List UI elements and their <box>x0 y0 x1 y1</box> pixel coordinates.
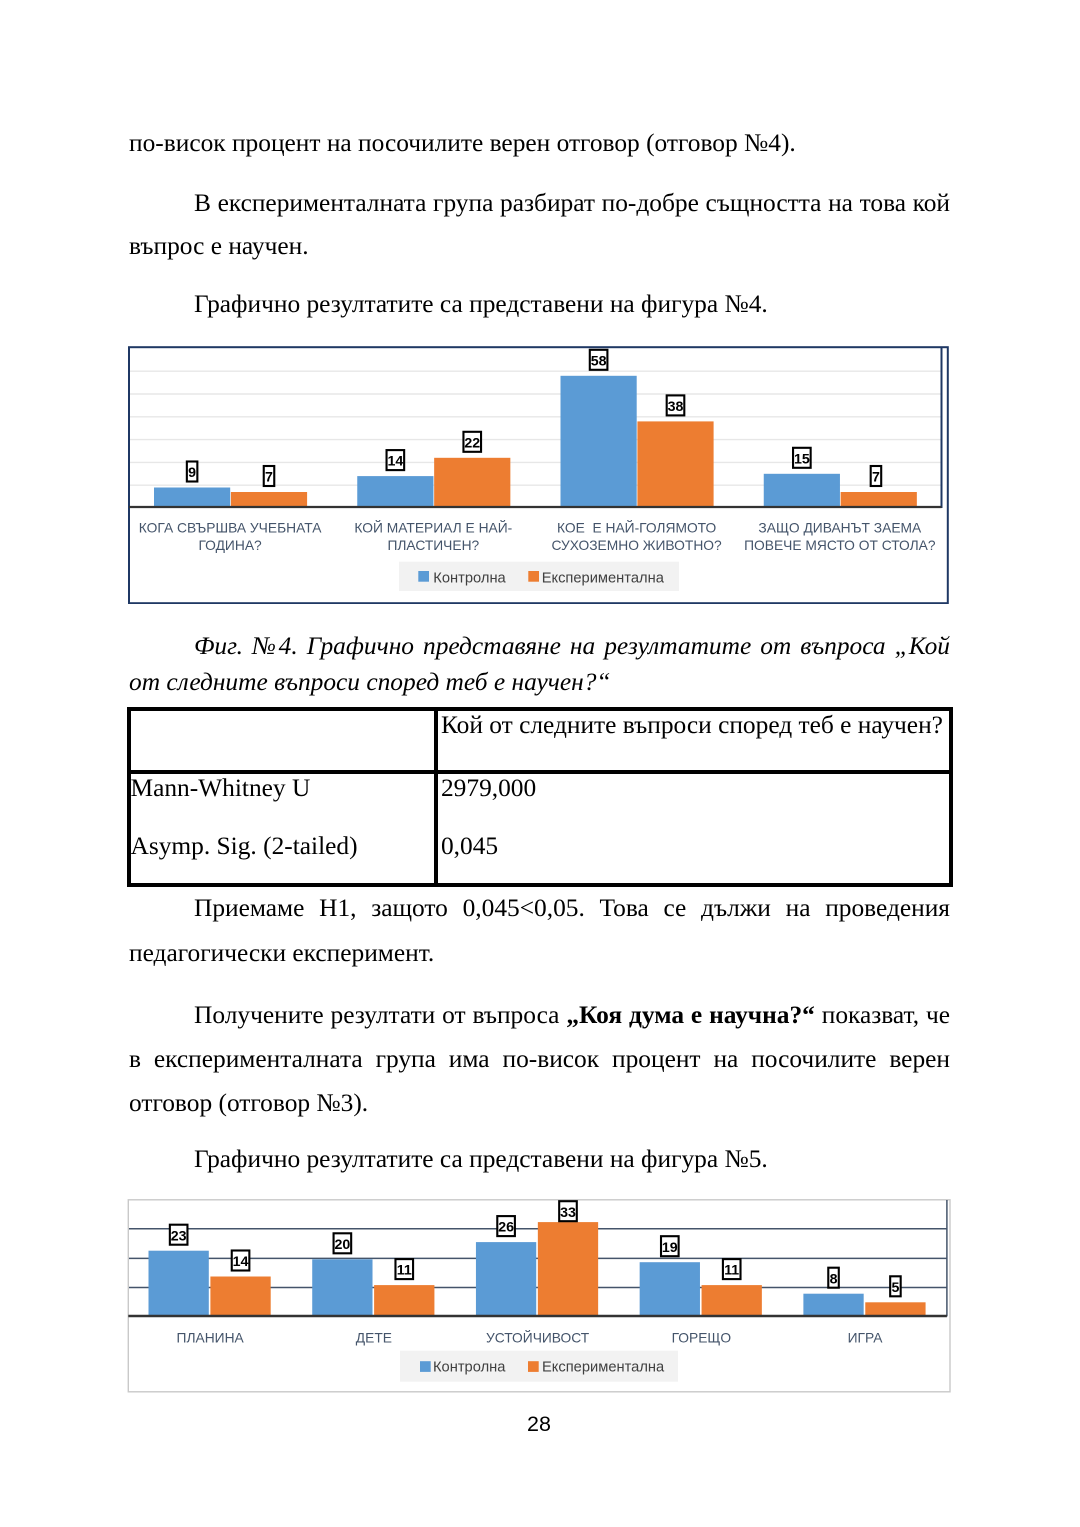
svg-text:20: 20 <box>334 1237 350 1253</box>
svg-text:КОГА СВЪРШВА УЧЕБНАТА: КОГА СВЪРШВА УЧЕБНАТА <box>139 520 322 535</box>
svg-text:КОЙ МАТЕРИАЛ Е НАЙ-: КОЙ МАТЕРИАЛ Е НАЙ- <box>354 518 512 535</box>
svg-text:СУХОЗЕМНО ЖИВОТНО?: СУХОЗЕМНО ЖИВОТНО? <box>551 538 722 553</box>
svg-text:ПОВЕЧЕ МЯСТО ОТ СТОЛА?: ПОВЕЧЕ МЯСТО ОТ СТОЛА? <box>744 538 936 553</box>
svg-text:14: 14 <box>233 1254 249 1270</box>
svg-text:УСТОЙЧИВОСТ: УСТОЙЧИВОСТ <box>486 1329 590 1346</box>
svg-text:ПЛАСТИЧЕН?: ПЛАСТИЧЕН? <box>387 538 479 553</box>
svg-text:Контролна: Контролна <box>433 1360 506 1376</box>
svg-text:9: 9 <box>188 465 196 481</box>
svg-text:7: 7 <box>265 470 273 486</box>
svg-text:ИГРА: ИГРА <box>848 1331 884 1346</box>
svg-text:Експериментална: Експериментална <box>542 570 665 586</box>
svg-text:ГОДИНА?: ГОДИНА? <box>198 538 262 553</box>
svg-text:26: 26 <box>498 1220 514 1236</box>
svg-text:7: 7 <box>872 470 880 486</box>
svg-text:КОЕ Е НАЙ-ГОЛЯМОТО: КОЕ Е НАЙ-ГОЛЯМОТО <box>557 518 717 535</box>
svg-text:5: 5 <box>891 1280 899 1296</box>
svg-text:8: 8 <box>830 1271 838 1287</box>
svg-text:33: 33 <box>560 1205 576 1221</box>
svg-text:14: 14 <box>387 454 403 470</box>
svg-text:ЗАЩО ДИВАНЪТ ЗАЕМА: ЗАЩО ДИВАНЪТ ЗАЕМА <box>758 520 922 535</box>
svg-text:22: 22 <box>464 435 480 451</box>
svg-text:11: 11 <box>397 1263 412 1279</box>
svg-text:ДЕТЕ: ДЕТЕ <box>356 1331 392 1346</box>
svg-text:ГОРЕЩО: ГОРЕЩО <box>672 1331 732 1346</box>
svg-text:38: 38 <box>668 399 684 415</box>
svg-text:15: 15 <box>794 451 810 467</box>
svg-text:58: 58 <box>591 353 607 369</box>
svg-text:19: 19 <box>662 1240 678 1256</box>
svg-text:11: 11 <box>724 1263 739 1279</box>
svg-text:Контролна: Контролна <box>433 570 506 586</box>
svg-text:ПЛАНИНА: ПЛАНИНА <box>177 1331 245 1346</box>
svg-text:23: 23 <box>171 1228 187 1244</box>
svg-text:Експериментална: Експериментална <box>542 1360 665 1376</box>
